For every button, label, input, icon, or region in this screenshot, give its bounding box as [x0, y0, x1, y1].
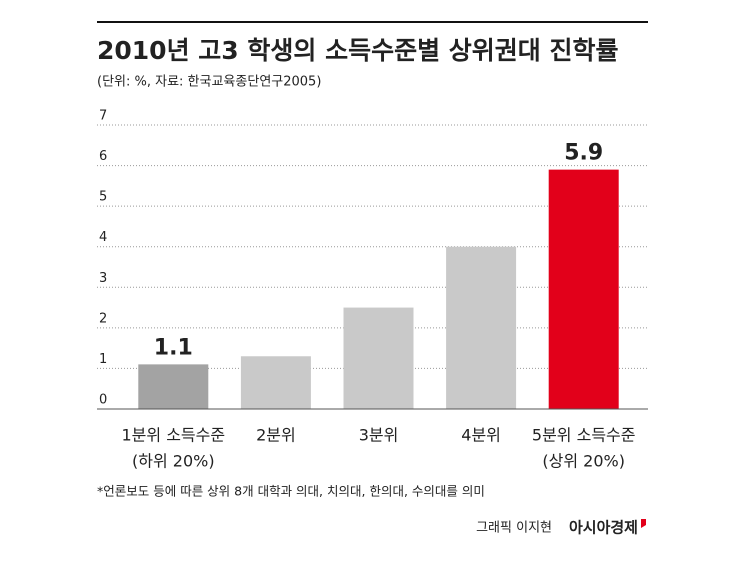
y-tick-label: 3: [99, 271, 107, 286]
value-label: 1.1: [154, 335, 193, 360]
bar: [548, 169, 619, 409]
bar: [343, 307, 414, 409]
credit: 그래픽 이지현: [476, 521, 552, 536]
x-tick-label: 3분위: [359, 426, 399, 445]
source-logo: 아시아경제: [569, 519, 638, 537]
y-tick-label: 1: [99, 352, 107, 367]
x-tick-label: (하위 20%): [132, 452, 215, 471]
x-tick-label: 4분위: [461, 426, 501, 445]
footnote: *언론보도 등에 따른 상위 8개 대학과 의대, 치의대, 한의대, 수의대를…: [97, 484, 485, 499]
x-tick-label: 5분위 소득수준: [532, 426, 636, 445]
x-tick-label: 2분위: [256, 426, 296, 445]
value-label: 5.9: [564, 141, 603, 166]
y-tick-label: 2: [99, 311, 107, 326]
y-tick-label: 6: [99, 149, 107, 164]
y-tick-label: 7: [99, 109, 107, 124]
logo-mark: [641, 519, 646, 528]
chart-subtitle: (단위: %, 자료: 한국교육종단연구2005): [97, 75, 321, 90]
bar: [240, 356, 311, 409]
bar: [446, 246, 517, 409]
y-tick-label: 0: [99, 393, 107, 408]
y-tick-label: 5: [99, 190, 107, 205]
y-tick-label: 4: [99, 230, 107, 245]
chart-title: 2010년 고3 학생의 소득수준별 상위권대 진학률: [97, 36, 619, 65]
x-tick-label: 1분위 소득수준: [122, 426, 226, 445]
x-tick-label: (상위 20%): [542, 452, 625, 471]
bar: [138, 364, 209, 409]
